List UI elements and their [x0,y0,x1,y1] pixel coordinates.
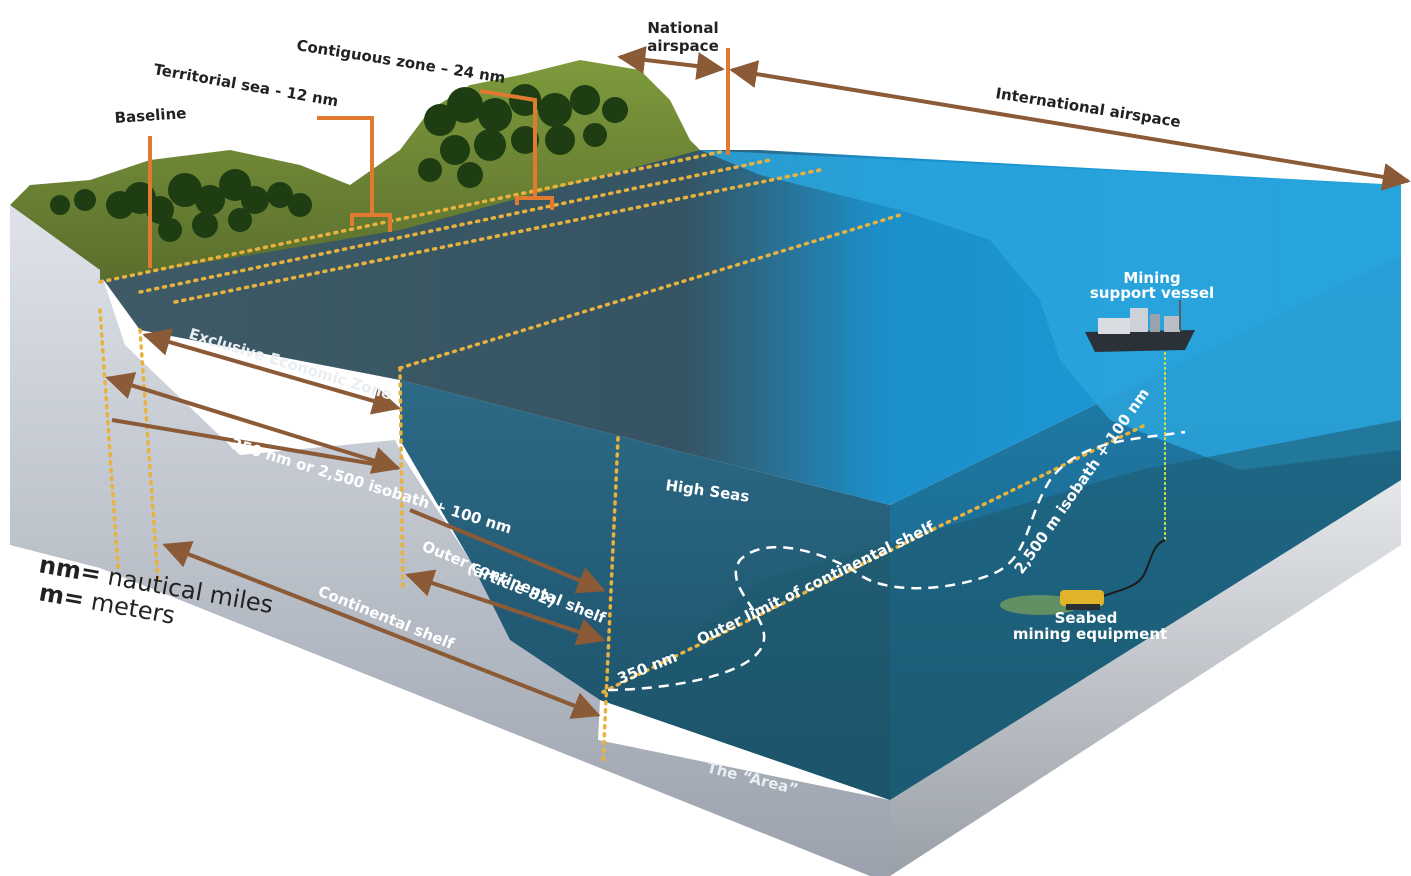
label-baseline: Baseline [114,104,187,127]
extent-arrows [105,46,1411,719]
label-200nm: 200 nm [231,392,296,428]
isobath-dashed-line [607,430,1186,692]
label-contiguous-zone: Contiguous zone – 24 nm [295,36,506,87]
label-mining-support-vessel: Mining [1123,269,1180,287]
label-seabed-mining-equipment: Seabed [1055,609,1118,627]
label-territorial-sea: Territorial sea - 12 nm [152,60,339,110]
label-mining-support-vessel-2: support vessel [1090,284,1214,302]
seabed-mining-equipment-icon [1000,590,1104,615]
label-national-airspace-2: airspace [647,37,719,55]
block-base-side [890,480,1401,876]
boundary-markers [148,48,730,268]
label-international-airspace: International airspace [994,84,1182,131]
mining-support-vessel-icon [1085,300,1195,352]
zone-dotted-lines [98,150,1147,767]
tether-line [1099,539,1166,599]
label-seabed-mining-equipment-2: mining equipment [1013,625,1167,643]
shallow-water [700,150,1401,470]
tree-clusters [50,84,628,242]
cliff-face [10,205,890,876]
label-national-airspace: National [647,19,718,37]
deep-seabed [600,420,1401,800]
